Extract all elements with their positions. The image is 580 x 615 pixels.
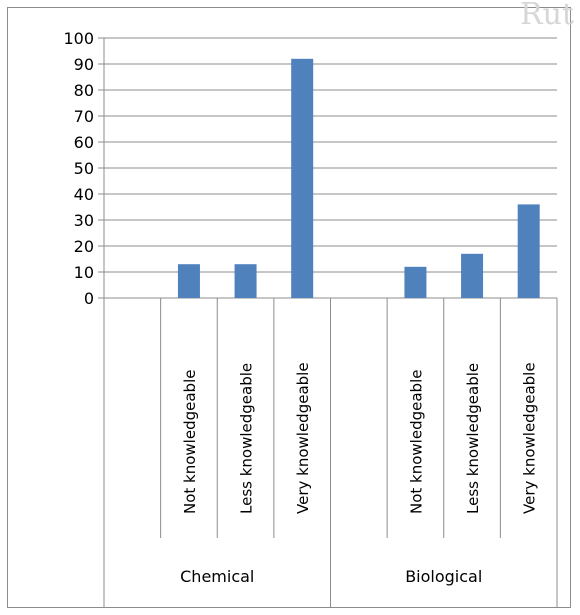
chart-frame bbox=[7, 7, 571, 608]
y-tick-label: 20 bbox=[74, 237, 94, 256]
bar bbox=[291, 58, 314, 298]
y-tick-label: 0 bbox=[84, 289, 94, 308]
category-label: Not knowledgeable bbox=[407, 370, 425, 514]
y-tick-label: 90 bbox=[74, 55, 94, 74]
gridlines bbox=[104, 37, 557, 299]
category-label: Very knowledgeable bbox=[294, 362, 312, 514]
bar bbox=[177, 264, 200, 298]
category-label: Very knowledgeable bbox=[521, 362, 539, 514]
y-tick-label: 50 bbox=[74, 159, 94, 178]
y-tick-label: 70 bbox=[74, 107, 94, 126]
bars bbox=[177, 58, 540, 298]
y-tick-label: 10 bbox=[74, 263, 94, 282]
y-tick-label: 40 bbox=[74, 185, 94, 204]
category-label: Not knowledgeable bbox=[181, 370, 199, 514]
bar bbox=[461, 253, 484, 298]
category-label: Less knowledgeable bbox=[238, 363, 256, 514]
y-tick-label: 60 bbox=[74, 133, 94, 152]
y-tick-label: 100 bbox=[63, 29, 94, 48]
y-tick-label: 80 bbox=[74, 81, 94, 100]
bar bbox=[234, 264, 257, 298]
group-label: Chemical bbox=[180, 567, 254, 586]
y-tick-label: 30 bbox=[74, 211, 94, 230]
group-label: Biological bbox=[405, 567, 482, 586]
axes bbox=[98, 37, 558, 608]
bar bbox=[404, 266, 427, 298]
category-label: Less knowledgeable bbox=[464, 363, 482, 514]
y-tick-labels: 0 10 20 30 40 50 60 70 80 90 100 bbox=[63, 29, 94, 308]
category-labels: Not knowledgeable Less knowledgeable Very … bbox=[180, 362, 539, 586]
watermark: Rut bbox=[520, 0, 574, 32]
bar bbox=[517, 204, 540, 298]
